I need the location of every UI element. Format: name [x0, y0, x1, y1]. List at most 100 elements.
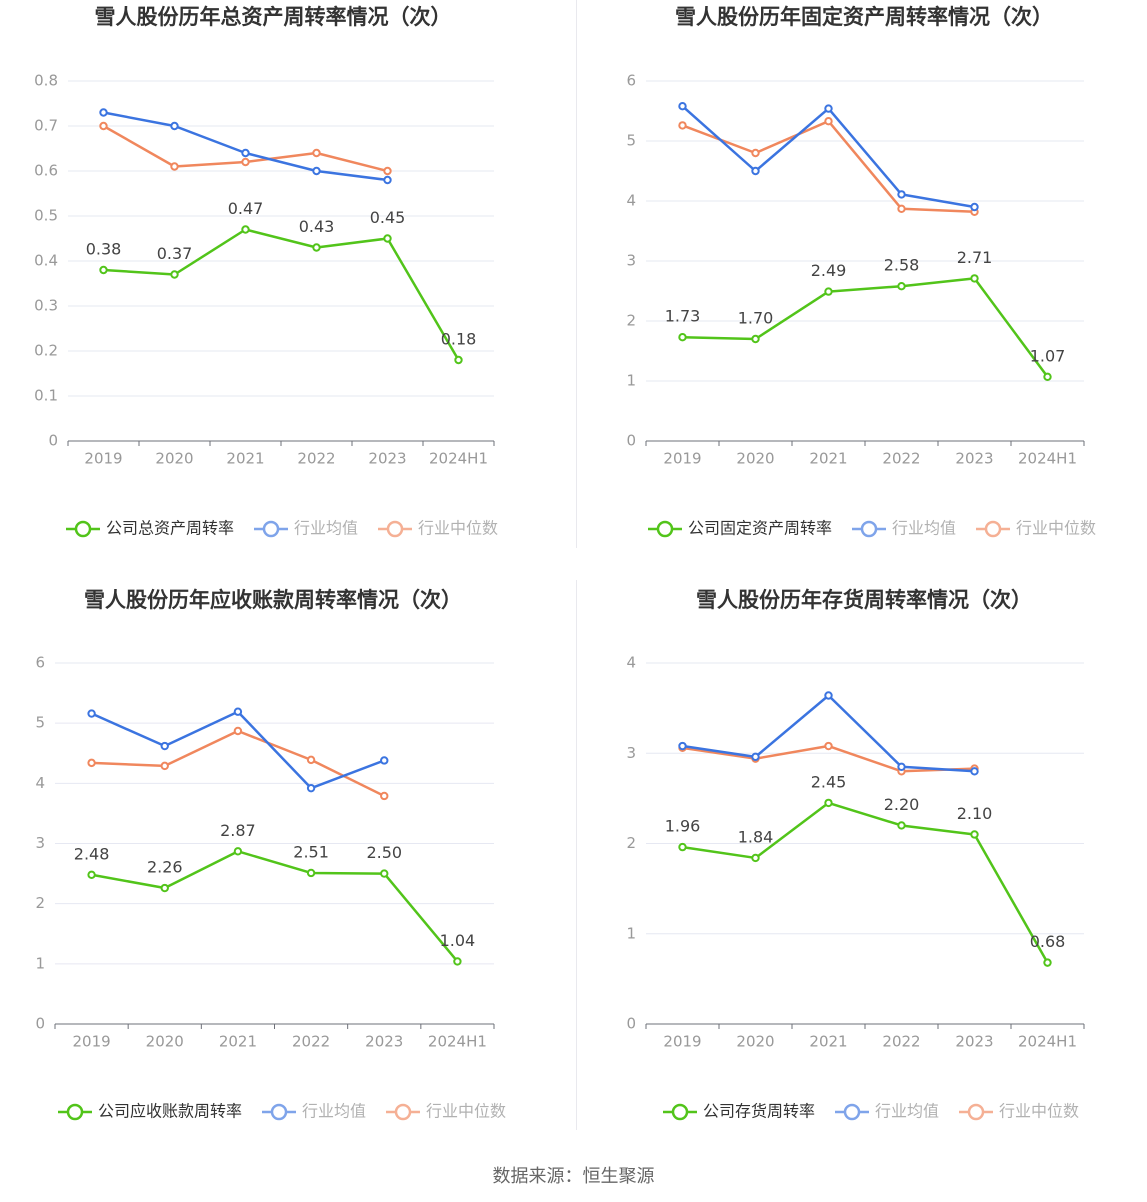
data-point-company[interactable]: [970, 274, 979, 283]
data-point-avg[interactable]: [383, 175, 392, 185]
x-tick-label: 2019: [663, 450, 701, 468]
data-point-avg[interactable]: [897, 762, 906, 771]
legend-item-company[interactable]: 公司存货周转率: [663, 1102, 815, 1121]
data-point-avg[interactable]: [170, 121, 179, 131]
data-point-company[interactable]: [99, 265, 108, 275]
legend-item-company[interactable]: 公司固定资产周转率: [648, 519, 832, 538]
legend-swatch-marker: [66, 1103, 84, 1121]
data-point-median[interactable]: [233, 726, 243, 736]
data-label: 1.04: [440, 931, 476, 950]
data-point-avg[interactable]: [99, 108, 108, 117]
legend-item-avg[interactable]: 行业均值: [254, 519, 358, 538]
data-point-median[interactable]: [824, 117, 833, 126]
data-point-median[interactable]: [678, 121, 687, 130]
data-point-company[interactable]: [824, 798, 833, 808]
data-point-company[interactable]: [1043, 958, 1052, 967]
data-point-company[interactable]: [160, 883, 169, 893]
x-tick-label: 2021: [809, 450, 847, 468]
x-tick-label: 2024H1: [429, 450, 488, 468]
legend-item-median[interactable]: 行业中位数: [378, 519, 498, 538]
data-point-median[interactable]: [312, 148, 321, 158]
data-point-avg[interactable]: [306, 783, 316, 793]
x-tick-label: 2022: [292, 1033, 330, 1051]
data-point-company[interactable]: [678, 333, 687, 342]
data-point-company[interactable]: [454, 355, 463, 365]
x-tick-label: 2024H1: [1018, 450, 1077, 468]
data-point-avg[interactable]: [87, 709, 96, 718]
legend-item-avg[interactable]: 行业均值: [262, 1102, 366, 1121]
data-point-company[interactable]: [453, 957, 462, 966]
data-point-avg[interactable]: [751, 166, 760, 176]
data-point-company[interactable]: [383, 234, 392, 243]
data-point-company[interactable]: [241, 225, 250, 234]
legend-swatch-marker: [984, 520, 1002, 538]
data-point-median[interactable]: [824, 741, 833, 751]
legend-item-avg[interactable]: 行业均值: [835, 1102, 939, 1121]
legend-item-median[interactable]: 行业中位数: [976, 519, 1096, 538]
data-point-avg[interactable]: [678, 741, 687, 751]
data-point-company[interactable]: [306, 868, 316, 878]
y-tick-label: 1: [626, 924, 636, 942]
x-tick-label: 2023: [365, 1033, 403, 1051]
data-point-company[interactable]: [970, 830, 979, 839]
data-point-company[interactable]: [751, 853, 760, 863]
legend-swatch-marker: [843, 1103, 861, 1121]
data-point-avg[interactable]: [678, 102, 687, 111]
data-label: 2.26: [147, 858, 183, 877]
data-point-company[interactable]: [170, 270, 179, 279]
data-point-median[interactable]: [751, 148, 760, 158]
data-point-avg[interactable]: [824, 691, 833, 700]
data-point-avg[interactable]: [380, 756, 389, 765]
y-tick-label: 2: [626, 834, 636, 852]
data-point-avg[interactable]: [751, 752, 760, 762]
data-point-median[interactable]: [380, 791, 389, 801]
legend-item-median[interactable]: 行业中位数: [959, 1102, 1079, 1121]
data-point-avg[interactable]: [233, 707, 243, 716]
data-point-avg[interactable]: [160, 741, 169, 751]
legend-item-company[interactable]: 公司应收账款周转率: [58, 1102, 242, 1121]
x-tick-label: 2019: [72, 1033, 110, 1051]
data-point-median[interactable]: [87, 758, 96, 768]
data-point-company[interactable]: [824, 287, 833, 296]
data-point-median[interactable]: [160, 761, 169, 771]
data-point-company[interactable]: [312, 243, 321, 252]
data-point-median[interactable]: [306, 755, 316, 765]
data-point-median[interactable]: [241, 157, 250, 167]
legend-label: 行业均值: [302, 1102, 366, 1121]
x-tick-label: 2023: [955, 1033, 993, 1051]
legend-item-avg[interactable]: 行业均值: [852, 519, 956, 538]
data-label: 0.45: [370, 208, 406, 227]
data-point-company[interactable]: [87, 870, 96, 879]
data-point-avg[interactable]: [312, 166, 321, 176]
vertical-divider: [576, 580, 577, 1130]
data-point-company[interactable]: [897, 821, 906, 830]
data-point-company[interactable]: [233, 847, 243, 856]
series-line-avg: [103, 111, 388, 182]
y-tick-label: 4: [626, 654, 636, 672]
y-tick-label: 0: [35, 1015, 45, 1033]
data-point-avg[interactable]: [970, 202, 979, 212]
legend-item-median[interactable]: 行业中位数: [386, 1102, 506, 1121]
x-tick-label: 2023: [955, 450, 993, 468]
legend-label: 行业中位数: [1016, 519, 1096, 538]
x-tick-label: 2019: [84, 450, 122, 468]
data-point-company[interactable]: [1043, 372, 1052, 381]
data-point-company[interactable]: [380, 869, 389, 878]
data-label: 2.87: [220, 821, 256, 840]
data-point-median[interactable]: [383, 166, 392, 176]
data-point-median[interactable]: [170, 162, 179, 171]
data-point-company[interactable]: [897, 282, 906, 291]
legend-item-company[interactable]: 公司总资产周转率: [66, 519, 234, 538]
x-tick-label: 2020: [736, 1033, 774, 1051]
data-point-avg[interactable]: [897, 190, 906, 199]
data-point-company[interactable]: [678, 842, 687, 852]
data-point-company[interactable]: [751, 334, 760, 344]
data-point-avg[interactable]: [970, 767, 979, 776]
data-point-avg[interactable]: [824, 104, 833, 113]
data-point-avg[interactable]: [241, 148, 250, 158]
data-point-median[interactable]: [897, 204, 906, 214]
legend-label: 行业中位数: [418, 519, 498, 538]
data-point-median[interactable]: [99, 121, 108, 131]
x-tick-label: 2024H1: [428, 1033, 487, 1051]
